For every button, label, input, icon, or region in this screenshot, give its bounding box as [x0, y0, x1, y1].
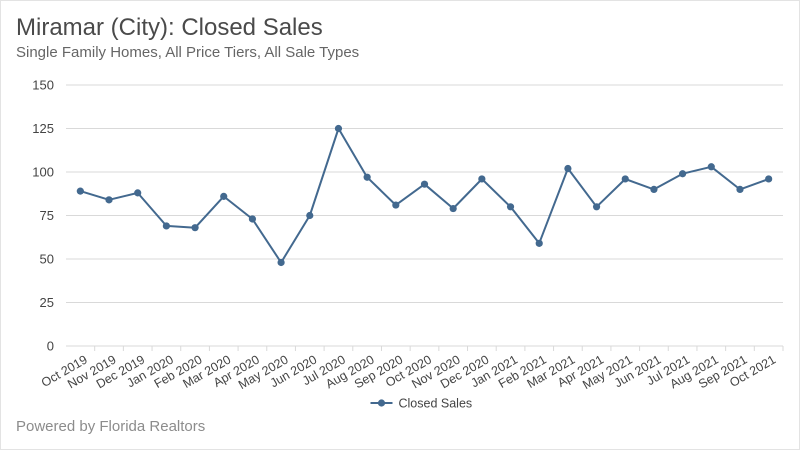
series-line	[80, 127, 770, 264]
data-point	[220, 192, 228, 200]
y-tick-label: 100	[32, 165, 54, 180]
data-point	[506, 203, 515, 211]
data-point	[420, 180, 429, 188]
data-point	[650, 185, 658, 193]
legend[interactable]: Closed Sales	[370, 397, 473, 411]
footer-credit: Powered by Florida Realtors	[16, 418, 206, 435]
y-tick-label: 0	[47, 339, 54, 354]
data-point	[306, 211, 314, 220]
gridlines	[66, 84, 783, 347]
data-point	[449, 204, 457, 213]
data-point	[277, 258, 285, 267]
data-point	[564, 164, 572, 173]
y-tick-label: 150	[32, 78, 54, 93]
legend-marker	[377, 399, 386, 407]
y-tick-label: 25	[40, 295, 54, 310]
data-point	[248, 215, 257, 223]
data-point	[162, 222, 170, 230]
data-point	[736, 185, 744, 193]
data-point	[191, 224, 199, 232]
data-point	[765, 175, 773, 183]
data-point	[478, 175, 486, 183]
data-point	[679, 170, 687, 178]
y-tick-label: 125	[32, 121, 54, 136]
chart-subtitle: Single Family Homes, All Price Tiers, Al…	[16, 44, 360, 61]
data-point	[621, 175, 629, 183]
data-point	[392, 201, 400, 209]
y-tick-label: 50	[40, 252, 54, 267]
data-point	[105, 196, 113, 204]
data-point	[592, 203, 601, 211]
y-axis-ticks: 0 25 50 75 100 125 150	[32, 78, 54, 354]
data-point	[363, 173, 371, 181]
data-point	[707, 163, 715, 171]
chart-title: Miramar (City): Closed Sales	[16, 14, 323, 41]
y-tick-label: 75	[40, 208, 54, 223]
legend-label: Closed Sales	[399, 397, 473, 411]
data-point	[535, 239, 543, 247]
data-point	[76, 187, 84, 195]
data-point	[334, 124, 343, 133]
series-closed-sales	[76, 124, 773, 267]
data-point	[134, 189, 142, 197]
